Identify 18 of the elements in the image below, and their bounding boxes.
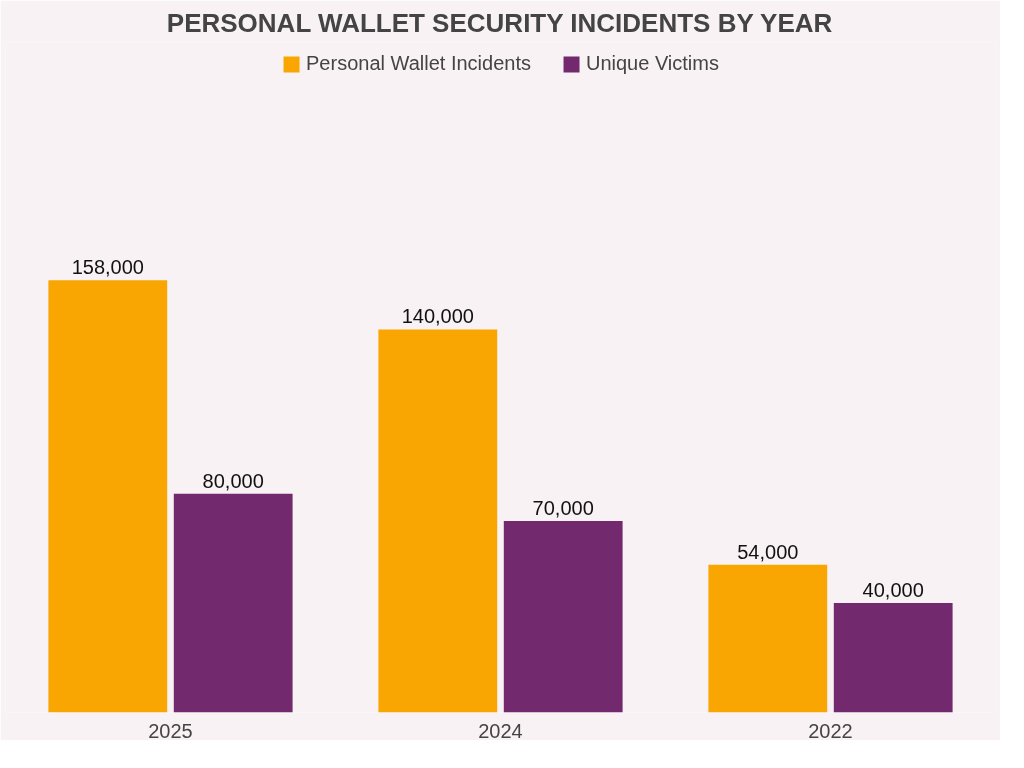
- data-label: 70,000: [532, 496, 594, 519]
- data-label: 54,000: [737, 540, 799, 563]
- x-tick-label: 2022: [808, 719, 853, 742]
- x-tick-label: 2025: [148, 719, 193, 742]
- x-tick-label: 2024: [478, 719, 523, 742]
- bar: [378, 329, 498, 713]
- legend-label: Unique Victims: [585, 52, 719, 75]
- data-label: 140,000: [401, 305, 474, 328]
- data-label: 158,000: [71, 256, 144, 279]
- bar: [708, 564, 828, 713]
- bar: [503, 520, 623, 713]
- data-label: 80,000: [202, 469, 264, 492]
- bar: [48, 280, 168, 713]
- chart-title: PERSONAL WALLET SECURITY INCIDENTS BY YEAR: [166, 7, 833, 38]
- bar: [173, 493, 293, 713]
- bar: [833, 603, 953, 713]
- legend-label: Personal Wallet Incidents: [306, 52, 531, 75]
- data-label: 40,000: [862, 579, 924, 602]
